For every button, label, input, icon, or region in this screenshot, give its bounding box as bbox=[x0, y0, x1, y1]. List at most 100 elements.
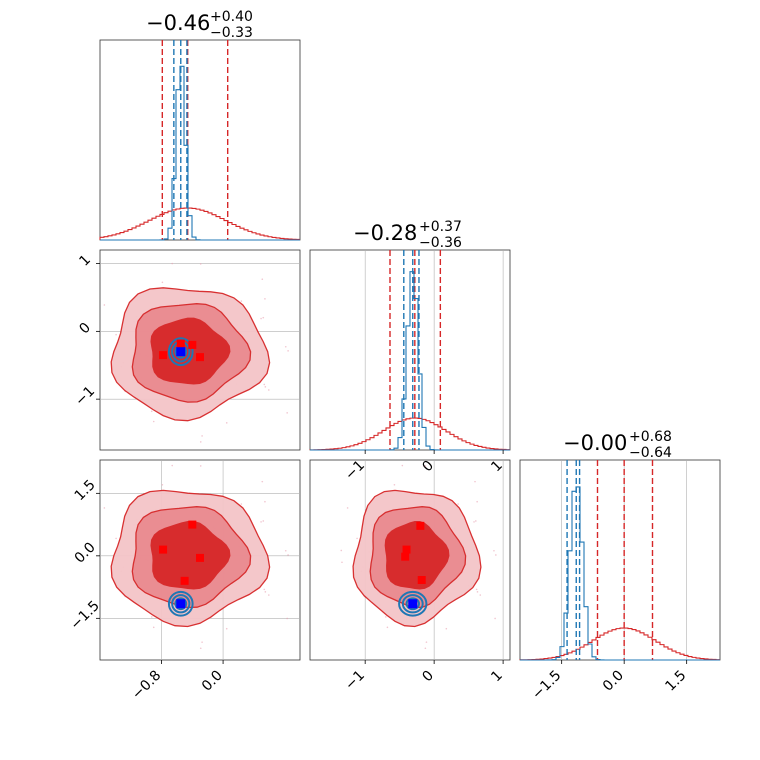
sample-point bbox=[150, 616, 153, 618]
panel-2-0-content: −0.8 0.0 1.5 0.0 −1.5 bbox=[67, 460, 300, 703]
marker-red bbox=[401, 552, 410, 561]
sample-point bbox=[474, 480, 476, 483]
sample-point bbox=[263, 588, 266, 591]
y-tick-label: 1 bbox=[76, 252, 94, 270]
sample-point bbox=[152, 626, 155, 629]
sample-point bbox=[115, 333, 117, 336]
panel-1-0-frame bbox=[99, 249, 301, 451]
diag-1-title-sub: −0.36 bbox=[419, 235, 462, 251]
hist-series-0 bbox=[519, 627, 720, 661]
panel-2-0-frame bbox=[99, 459, 301, 661]
x-tick-label: −1 bbox=[342, 668, 368, 694]
panel-1-0: 1 0 −1 bbox=[72, 249, 301, 451]
hist-series-1 bbox=[100, 65, 300, 241]
sample-point bbox=[150, 410, 153, 413]
sample-point bbox=[493, 549, 495, 552]
diag-2-title: −0.00 bbox=[563, 431, 627, 455]
sample-point bbox=[199, 465, 202, 467]
sample-point bbox=[199, 647, 202, 650]
sample-point bbox=[476, 591, 479, 593]
sample-point bbox=[287, 350, 289, 352]
sample-point bbox=[225, 627, 228, 630]
sample-point bbox=[264, 386, 267, 388]
diag-1-content: −1 0 1 bbox=[309, 250, 510, 483]
sample-point bbox=[262, 316, 265, 319]
sample-point bbox=[240, 300, 243, 302]
sample-point bbox=[495, 554, 497, 556]
marker-blue bbox=[176, 599, 186, 609]
diag-2-content: −1.5 0.0 1.5 bbox=[519, 460, 720, 703]
marker-red bbox=[176, 339, 185, 348]
hist-series-1 bbox=[310, 271, 510, 451]
contour-red-2 bbox=[150, 521, 231, 590]
panel-2-1: −1 0 1 bbox=[309, 459, 511, 694]
sample-point bbox=[152, 420, 155, 423]
diag-2-title-sup: +0.68 bbox=[629, 429, 672, 445]
sample-point bbox=[261, 278, 264, 281]
diag-panel-0: −0.46 +0.40 −0.33 bbox=[99, 9, 301, 241]
sample-point bbox=[445, 627, 448, 630]
sample-point bbox=[240, 503, 243, 505]
panel-2-1-frame bbox=[309, 459, 511, 661]
sample-point bbox=[284, 549, 287, 552]
sample-point bbox=[225, 422, 228, 424]
sample-point bbox=[385, 616, 387, 618]
sample-point bbox=[115, 537, 117, 540]
sample-point bbox=[284, 345, 287, 348]
x-tick-label: 1 bbox=[488, 668, 506, 686]
contour-blue-0 bbox=[174, 597, 188, 611]
diag-2-title-sub: −0.64 bbox=[629, 445, 672, 461]
diag-panel-2: −0.00 +0.68 −0.64 −1.5 0.0 1.5 bbox=[519, 429, 721, 703]
x-tick-label: 0.0 bbox=[600, 668, 627, 695]
sample-point bbox=[475, 588, 478, 591]
diag-0-title-sup: +0.40 bbox=[210, 9, 253, 25]
diag-0-content bbox=[99, 40, 300, 241]
marker-blue bbox=[408, 599, 418, 609]
marker-blue bbox=[176, 347, 186, 357]
diag-2-frame bbox=[519, 459, 721, 661]
sample-point bbox=[425, 641, 428, 643]
sample-point bbox=[201, 641, 203, 643]
marker-red bbox=[180, 576, 189, 585]
x-tick-label: −0.8 bbox=[129, 668, 164, 703]
sample-point bbox=[286, 412, 288, 414]
marker-red bbox=[159, 545, 168, 554]
diag-0-title-sub: −0.33 bbox=[210, 25, 253, 41]
sample-point bbox=[171, 262, 174, 265]
x-tick-label: 1.5 bbox=[662, 668, 689, 695]
diag-1-title: −0.28 bbox=[353, 221, 417, 245]
sample-point bbox=[264, 591, 267, 593]
diag-0-title: −0.46 bbox=[146, 11, 210, 35]
sample-point bbox=[261, 480, 264, 483]
sample-point bbox=[473, 521, 475, 523]
contour-blue-0 bbox=[405, 597, 420, 611]
sample-point bbox=[103, 507, 106, 509]
sample-point bbox=[199, 263, 202, 265]
marker-red bbox=[196, 553, 204, 562]
marker-red bbox=[188, 520, 197, 529]
contour-blue-2 bbox=[167, 590, 194, 617]
contour-blue-2 bbox=[398, 590, 428, 617]
sample-point bbox=[199, 441, 202, 443]
sample-point bbox=[340, 549, 343, 552]
sample-point bbox=[201, 435, 203, 437]
sample-point bbox=[262, 520, 265, 522]
sample-point bbox=[286, 617, 288, 620]
sample-point bbox=[341, 561, 343, 564]
sample-point bbox=[475, 520, 477, 522]
sample-point bbox=[356, 537, 358, 540]
sample-point bbox=[393, 484, 396, 486]
sample-point bbox=[267, 594, 270, 596]
panel-1-0-content: 1 0 −1 bbox=[72, 252, 300, 443]
sample-point bbox=[171, 464, 174, 467]
sample-point bbox=[260, 317, 262, 320]
panel-2-0: −0.8 0.0 1.5 0.0 −1.5 bbox=[67, 459, 301, 703]
contour-blue-2 bbox=[167, 337, 194, 367]
x-tick-label: −1.5 bbox=[529, 668, 564, 703]
sample-point bbox=[401, 464, 404, 467]
diag-1-title-sup: +0.37 bbox=[419, 219, 462, 235]
diag-panel-1: −0.28 +0.37 −0.36 −1 0 1 bbox=[309, 219, 511, 483]
x-tick-label: 0.0 bbox=[199, 668, 226, 695]
sample-point bbox=[260, 521, 262, 523]
